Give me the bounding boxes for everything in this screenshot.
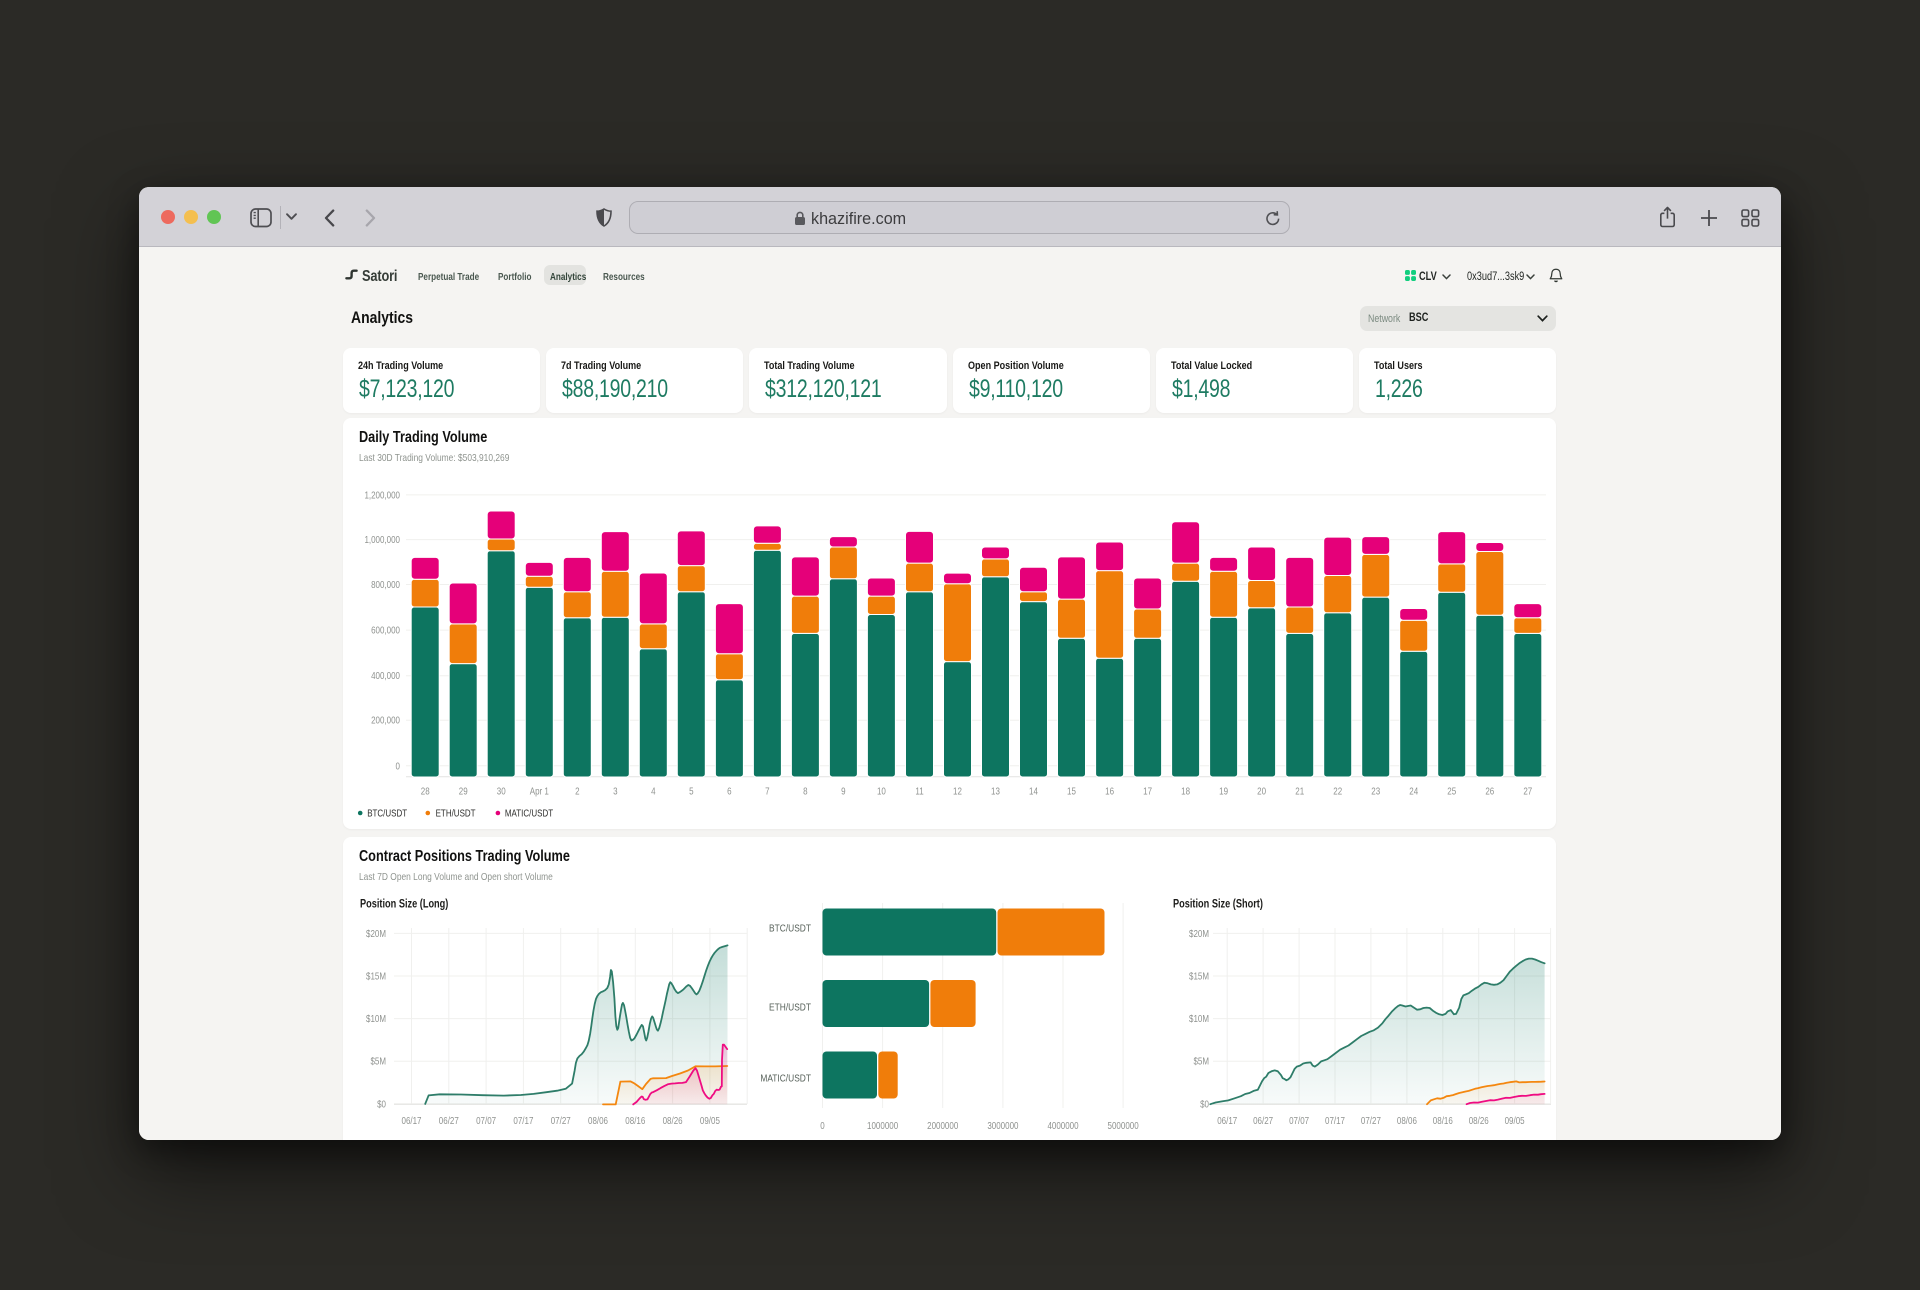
svg-text:07/17: 07/17 xyxy=(1325,1115,1345,1126)
svg-text:27: 27 xyxy=(1523,786,1532,797)
svg-text:$15M: $15M xyxy=(1189,971,1209,982)
svg-text:800,000: 800,000 xyxy=(371,579,400,590)
svg-text:2: 2 xyxy=(575,786,579,797)
svg-text:3000000: 3000000 xyxy=(987,1120,1018,1131)
svg-text:ETH/USDT: ETH/USDT xyxy=(435,1139,475,1140)
svg-text:BTC/USDT: BTC/USDT xyxy=(367,808,407,819)
svg-text:MATIC/USDT: MATIC/USDT xyxy=(503,1139,552,1140)
svg-text:08/16: 08/16 xyxy=(625,1115,645,1126)
svg-text:13: 13 xyxy=(991,786,1000,797)
svg-text:BTC/USDT: BTC/USDT xyxy=(1236,1139,1276,1140)
svg-text:24: 24 xyxy=(1409,786,1418,797)
svg-text:4000000: 4000000 xyxy=(1047,1120,1078,1131)
svg-text:28: 28 xyxy=(421,786,430,797)
svg-text:06/17: 06/17 xyxy=(1217,1115,1237,1126)
svg-text:16: 16 xyxy=(1105,786,1114,797)
svg-text:600,000: 600,000 xyxy=(371,625,400,636)
svg-text:07/17: 07/17 xyxy=(513,1115,533,1126)
svg-text:$10M: $10M xyxy=(366,1013,386,1024)
svg-text:9: 9 xyxy=(841,786,845,797)
svg-text:ETH/USDT: ETH/USDT xyxy=(436,808,476,819)
svg-text:Position Size (Short): Position Size (Short) xyxy=(1173,899,1263,911)
svg-text:BTC/USDT: BTC/USDT xyxy=(769,923,811,935)
svg-text:MATIC/USDT: MATIC/USDT xyxy=(1372,1139,1421,1140)
svg-text:400,000: 400,000 xyxy=(371,670,400,681)
svg-text:06/27: 06/27 xyxy=(439,1115,459,1126)
svg-text:22: 22 xyxy=(1333,786,1342,797)
svg-text:17: 17 xyxy=(1143,786,1152,797)
svg-text:$5M: $5M xyxy=(1193,1056,1209,1067)
svg-text:06/27: 06/27 xyxy=(1253,1115,1273,1126)
svg-text:07/07: 07/07 xyxy=(476,1115,496,1126)
svg-text:5: 5 xyxy=(689,786,693,797)
svg-text:10: 10 xyxy=(877,786,886,797)
svg-text:20: 20 xyxy=(1257,786,1266,797)
svg-text:21: 21 xyxy=(1295,786,1304,797)
svg-text:ETH/USDT: ETH/USDT xyxy=(769,1002,811,1014)
svg-text:30: 30 xyxy=(497,786,506,797)
svg-text:ETH/USDT: ETH/USDT xyxy=(1304,1139,1344,1140)
svg-text:07/27: 07/27 xyxy=(1361,1115,1381,1126)
svg-text:$10M: $10M xyxy=(1189,1013,1209,1024)
svg-text:$15M: $15M xyxy=(366,971,386,982)
svg-text:11: 11 xyxy=(915,786,923,797)
svg-text:06/17: 06/17 xyxy=(401,1115,421,1126)
svg-text:07/27: 07/27 xyxy=(551,1115,571,1126)
svg-text:08/26: 08/26 xyxy=(663,1115,683,1126)
svg-text:Apr 1: Apr 1 xyxy=(530,786,549,797)
svg-text:08/06: 08/06 xyxy=(588,1115,608,1126)
svg-text:7: 7 xyxy=(765,786,769,797)
svg-text:09/05: 09/05 xyxy=(700,1115,720,1126)
svg-text:1,000,000: 1,000,000 xyxy=(364,534,400,545)
svg-text:18: 18 xyxy=(1181,786,1190,797)
svg-text:$20M: $20M xyxy=(1189,928,1209,939)
svg-text:08/16: 08/16 xyxy=(1433,1115,1453,1126)
svg-text:ETH/USDT: ETH/USDT xyxy=(897,1139,937,1140)
svg-text:6: 6 xyxy=(727,786,731,797)
svg-text:MATIC/USDT: MATIC/USDT xyxy=(760,1073,811,1085)
svg-text:2000000: 2000000 xyxy=(927,1120,958,1131)
svg-text:$20M: $20M xyxy=(366,928,386,939)
svg-text:4: 4 xyxy=(651,786,655,797)
svg-text:BTC/USDT: BTC/USDT xyxy=(829,1139,869,1140)
svg-text:12: 12 xyxy=(953,786,962,797)
svg-text:1,200,000: 1,200,000 xyxy=(364,490,400,501)
svg-text:26: 26 xyxy=(1485,786,1494,797)
svg-text:MATIC/USDT: MATIC/USDT xyxy=(965,1139,1014,1140)
svg-text:$0: $0 xyxy=(1200,1098,1209,1109)
svg-text:07/07: 07/07 xyxy=(1289,1115,1309,1126)
svg-text:14: 14 xyxy=(1029,786,1038,797)
svg-text:Position Size (Long): Position Size (Long) xyxy=(360,899,448,911)
svg-text:09/05: 09/05 xyxy=(1505,1115,1525,1126)
svg-text:1000000: 1000000 xyxy=(867,1120,898,1131)
svg-text:08/06: 08/06 xyxy=(1397,1115,1417,1126)
svg-text:$5M: $5M xyxy=(370,1056,386,1067)
svg-text:19: 19 xyxy=(1219,786,1228,797)
svg-text:23: 23 xyxy=(1371,786,1380,797)
svg-text:25: 25 xyxy=(1447,786,1456,797)
svg-text:$0: $0 xyxy=(377,1098,386,1109)
svg-text:3: 3 xyxy=(613,786,617,797)
svg-text:MATIC/USDT: MATIC/USDT xyxy=(505,808,554,819)
svg-text:0: 0 xyxy=(396,760,400,771)
svg-text:5000000: 5000000 xyxy=(1108,1120,1139,1131)
svg-text:8: 8 xyxy=(803,786,807,797)
svg-text:0: 0 xyxy=(820,1120,824,1131)
svg-text:BTC/USDT: BTC/USDT xyxy=(367,1139,407,1140)
svg-text:29: 29 xyxy=(459,786,468,797)
svg-text:15: 15 xyxy=(1067,786,1076,797)
svg-text:08/26: 08/26 xyxy=(1469,1115,1489,1126)
svg-text:200,000: 200,000 xyxy=(371,715,400,726)
